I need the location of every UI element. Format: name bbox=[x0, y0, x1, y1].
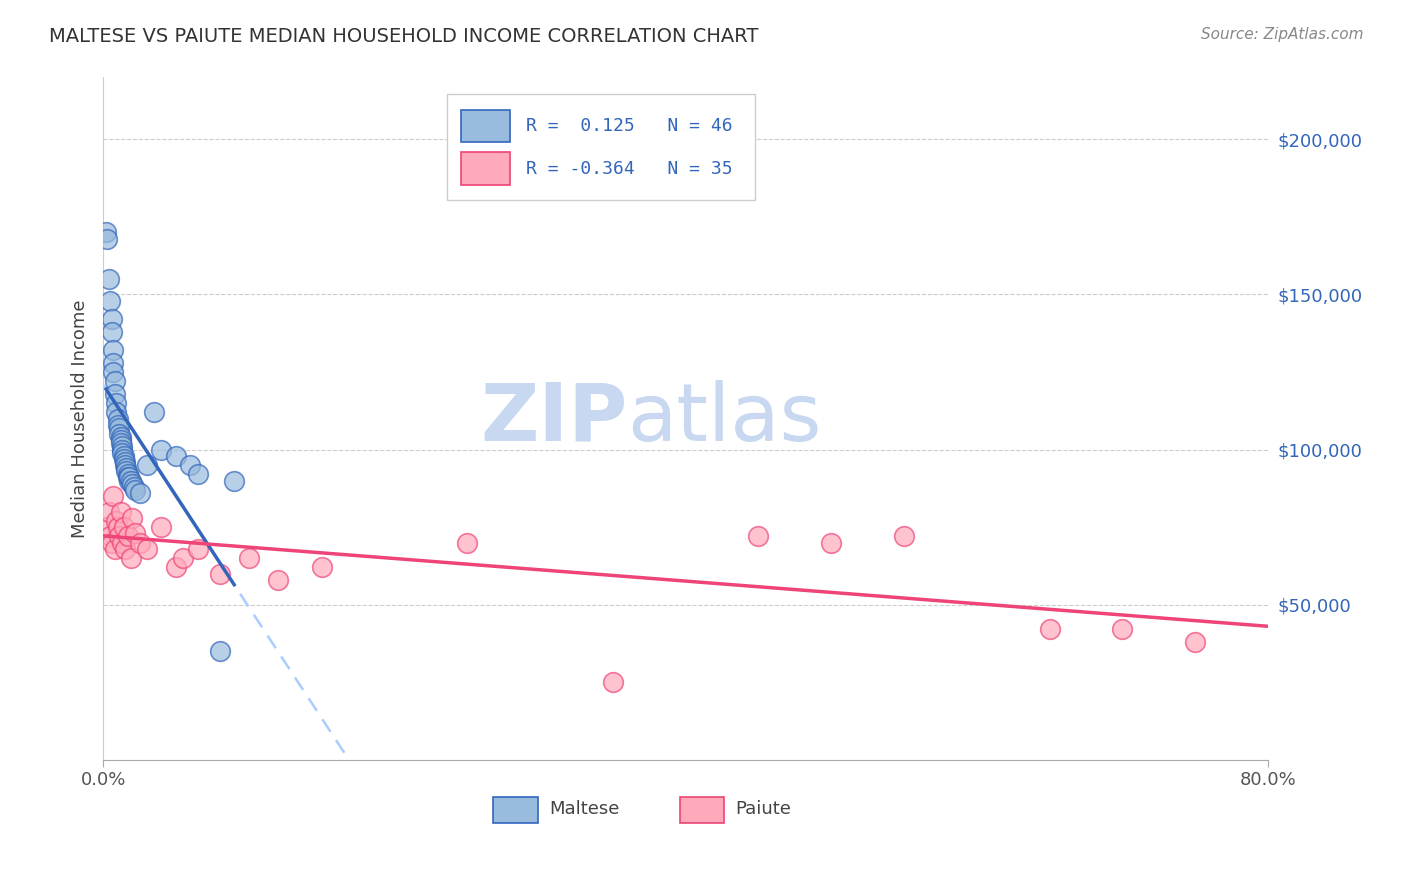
Point bbox=[1039, 623, 1062, 637]
Point bbox=[101, 535, 124, 549]
Point bbox=[122, 480, 145, 494]
Point bbox=[118, 474, 141, 488]
Point bbox=[747, 529, 769, 543]
Point bbox=[172, 551, 194, 566]
Point bbox=[187, 541, 209, 556]
Point bbox=[104, 386, 127, 401]
Point bbox=[96, 232, 118, 246]
Point bbox=[117, 529, 139, 543]
Point bbox=[1184, 634, 1206, 648]
Text: MALTESE VS PAIUTE MEDIAN HOUSEHOLD INCOME CORRELATION CHART: MALTESE VS PAIUTE MEDIAN HOUSEHOLD INCOM… bbox=[49, 27, 759, 45]
Text: atlas: atlas bbox=[627, 379, 821, 458]
Point bbox=[104, 374, 127, 388]
Point bbox=[135, 458, 157, 472]
FancyBboxPatch shape bbox=[447, 95, 755, 200]
Point bbox=[103, 365, 125, 379]
Point bbox=[103, 343, 125, 358]
Point bbox=[135, 541, 157, 556]
Point bbox=[100, 529, 122, 543]
Point bbox=[110, 436, 132, 450]
Point bbox=[893, 529, 915, 543]
Point bbox=[111, 445, 134, 459]
Point bbox=[820, 535, 842, 549]
Point bbox=[101, 325, 124, 339]
Point bbox=[124, 483, 146, 497]
Point bbox=[120, 551, 142, 566]
Point bbox=[105, 514, 128, 528]
Point bbox=[103, 489, 125, 503]
Point bbox=[143, 405, 166, 419]
Point bbox=[111, 535, 134, 549]
Point bbox=[117, 467, 139, 482]
Y-axis label: Median Household Income: Median Household Income bbox=[72, 300, 89, 538]
Point bbox=[238, 551, 260, 566]
Point bbox=[96, 520, 118, 534]
FancyBboxPatch shape bbox=[494, 797, 537, 823]
Point bbox=[110, 430, 132, 444]
Point bbox=[115, 461, 138, 475]
Point bbox=[208, 644, 231, 658]
Point bbox=[311, 560, 333, 574]
Point bbox=[121, 476, 143, 491]
Point bbox=[128, 535, 150, 549]
Point bbox=[602, 675, 624, 690]
Point bbox=[112, 451, 135, 466]
Point bbox=[107, 417, 129, 432]
Point bbox=[114, 455, 136, 469]
Point bbox=[97, 504, 120, 518]
Point bbox=[1111, 623, 1133, 637]
Point bbox=[110, 434, 132, 448]
Point bbox=[111, 442, 134, 457]
Point bbox=[224, 474, 246, 488]
Point bbox=[150, 520, 173, 534]
Point bbox=[165, 560, 187, 574]
Point bbox=[124, 526, 146, 541]
Point bbox=[101, 312, 124, 326]
Point bbox=[97, 272, 120, 286]
Text: Maltese: Maltese bbox=[550, 800, 620, 818]
Point bbox=[108, 427, 131, 442]
FancyBboxPatch shape bbox=[461, 110, 510, 142]
Point bbox=[456, 535, 478, 549]
Point bbox=[117, 470, 139, 484]
Point bbox=[118, 470, 141, 484]
Point bbox=[112, 520, 135, 534]
Point bbox=[114, 458, 136, 472]
Point bbox=[105, 396, 128, 410]
Point bbox=[108, 529, 131, 543]
Point bbox=[105, 405, 128, 419]
Point bbox=[112, 449, 135, 463]
Point bbox=[111, 439, 134, 453]
Point bbox=[103, 356, 125, 370]
Text: R =  0.125   N = 46: R = 0.125 N = 46 bbox=[526, 117, 733, 135]
Point bbox=[179, 458, 201, 472]
Point bbox=[110, 504, 132, 518]
Point bbox=[121, 510, 143, 524]
Point bbox=[120, 474, 142, 488]
Point bbox=[150, 442, 173, 457]
Point bbox=[104, 541, 127, 556]
Point bbox=[165, 449, 187, 463]
Text: ZIP: ZIP bbox=[479, 379, 627, 458]
Text: R = -0.364   N = 35: R = -0.364 N = 35 bbox=[526, 160, 733, 178]
Point bbox=[267, 573, 290, 587]
Point bbox=[100, 293, 122, 308]
Point bbox=[114, 541, 136, 556]
FancyBboxPatch shape bbox=[461, 153, 510, 186]
Text: Source: ZipAtlas.com: Source: ZipAtlas.com bbox=[1201, 27, 1364, 42]
Point bbox=[107, 520, 129, 534]
Point bbox=[128, 486, 150, 500]
Text: Paiute: Paiute bbox=[735, 800, 792, 818]
Point bbox=[208, 566, 231, 581]
Point bbox=[107, 411, 129, 425]
Point bbox=[115, 464, 138, 478]
FancyBboxPatch shape bbox=[679, 797, 724, 823]
Point bbox=[108, 421, 131, 435]
Point bbox=[94, 226, 117, 240]
Point bbox=[187, 467, 209, 482]
